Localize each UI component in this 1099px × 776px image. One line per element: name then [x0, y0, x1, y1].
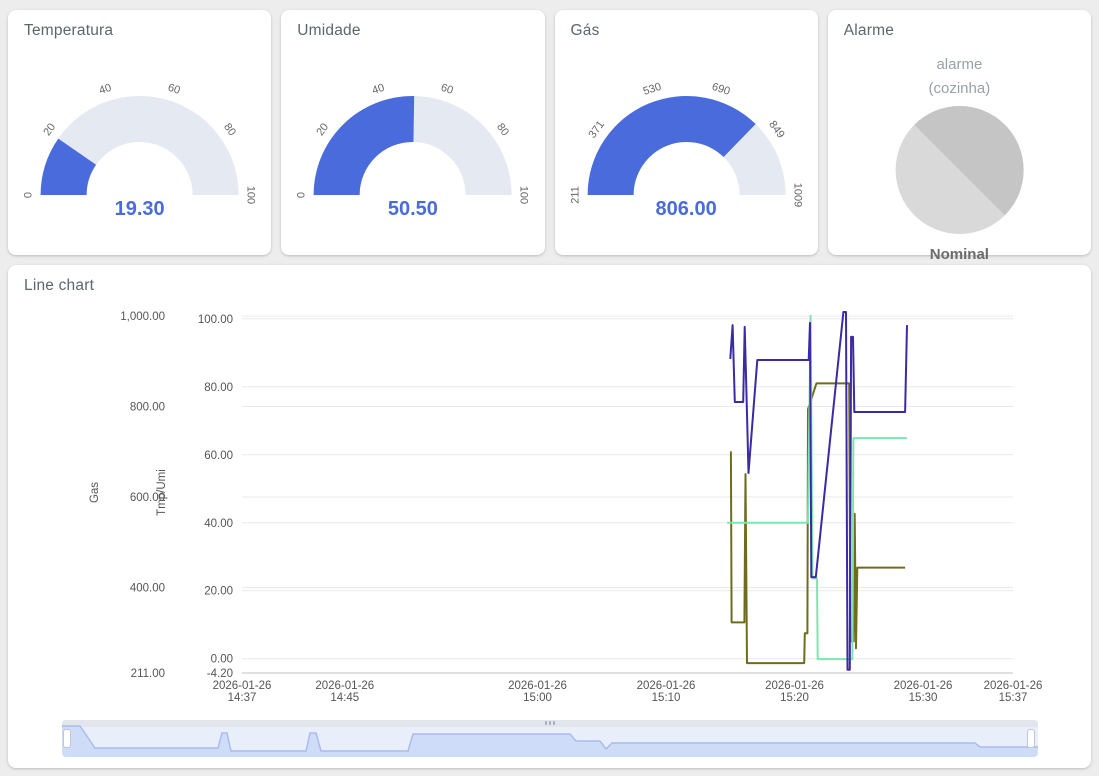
svg-text:100: 100 — [245, 186, 257, 204]
time-range-slider[interactable] — [62, 720, 1038, 757]
svg-text:849: 849 — [766, 119, 786, 141]
series-line-umi — [727, 314, 907, 661]
umidade-value: 50.50 — [387, 198, 438, 220]
svg-text:100.00: 100.00 — [198, 314, 233, 326]
series-line-gas — [729, 311, 908, 671]
svg-text:80: 80 — [494, 121, 511, 138]
alarm-status: Nominal — [929, 246, 989, 263]
card-title-alarme: Alarme — [843, 22, 895, 39]
svg-text:20.00: 20.00 — [204, 586, 233, 598]
svg-text:60: 60 — [166, 82, 181, 97]
umidade-gauge: 0 20 40 60 80 100 — [281, 10, 544, 255]
alarm-sublabel: (cozinha) — [928, 80, 991, 97]
slider-grip-icon[interactable] — [545, 721, 555, 725]
svg-text:211.00: 211.00 — [131, 668, 165, 680]
svg-text:1,000.00: 1,000.00 — [120, 311, 165, 323]
svg-text:0.00: 0.00 — [211, 654, 233, 666]
svg-text:530: 530 — [641, 81, 662, 98]
svg-text:690: 690 — [710, 81, 731, 98]
svg-text:60: 60 — [440, 82, 455, 97]
slider-handle-left[interactable] — [63, 729, 71, 748]
svg-text:Gas: Gas — [89, 482, 101, 503]
card-umidade: Umidade 0 20 40 60 80 100 50.50 — [281, 10, 545, 255]
card-title-line-chart: Line chart — [24, 277, 95, 294]
svg-text:Tmp/Umi: Tmp/Umi — [156, 469, 168, 516]
slider-handle-right[interactable] — [1027, 729, 1035, 748]
temperatura-value: 19.30 — [114, 198, 165, 220]
slider-navigator-area — [62, 725, 1038, 757]
svg-text:371: 371 — [586, 119, 606, 141]
card-title-gas: Gás — [570, 22, 600, 39]
card-alarme: Alarme alarme (cozinha) Nominal — [827, 10, 1091, 263]
alarm-state-pie — [828, 10, 1091, 255]
card-title-umidade: Umidade — [297, 22, 361, 39]
svg-text:1009: 1009 — [791, 183, 803, 207]
gas-gauge: 211 371 530 690 849 1009 — [555, 10, 818, 255]
svg-text:80: 80 — [221, 121, 238, 138]
temperatura-gauge: 0 20 40 60 80 100 — [8, 10, 271, 255]
svg-text:800.00: 800.00 — [130, 402, 165, 414]
card-gas: Gás 211 371 530 690 849 1009 806.00 — [554, 10, 818, 255]
svg-text:80.00: 80.00 — [204, 382, 233, 394]
gas-value: 806.00 — [655, 198, 717, 220]
svg-text:20: 20 — [315, 121, 332, 138]
svg-text:60.00: 60.00 — [204, 450, 233, 462]
svg-text:100: 100 — [518, 186, 530, 204]
svg-text:40: 40 — [371, 82, 386, 97]
svg-text:20: 20 — [41, 121, 58, 138]
svg-text:0: 0 — [296, 192, 308, 198]
svg-text:211: 211 — [569, 186, 581, 204]
alarm-label: alarme — [936, 56, 983, 73]
svg-text:0: 0 — [23, 192, 35, 198]
line-chart-canvas[interactable]: 1,000.00 800.00 600.00 400.00 211.00 100.00 80… — [8, 265, 1091, 710]
card-title-temperatura: Temperatura — [24, 22, 114, 39]
gauge-cards-row: Temperatura 0 20 40 60 80 100 19.30 Umidade 0… — [8, 10, 1091, 263]
card-temperatura: Temperatura 0 20 40 60 80 100 19.30 — [8, 10, 272, 255]
card-line-chart: Line chart 1,000.00 800.00 600.00 400.00 211… — [8, 265, 1091, 768]
svg-text:-4.20: -4.20 — [207, 668, 233, 680]
svg-text:600.00: 600.00 — [130, 492, 165, 504]
svg-text:40: 40 — [98, 82, 113, 97]
svg-text:400.00: 400.00 — [130, 583, 165, 595]
svg-text:40.00: 40.00 — [204, 518, 233, 530]
